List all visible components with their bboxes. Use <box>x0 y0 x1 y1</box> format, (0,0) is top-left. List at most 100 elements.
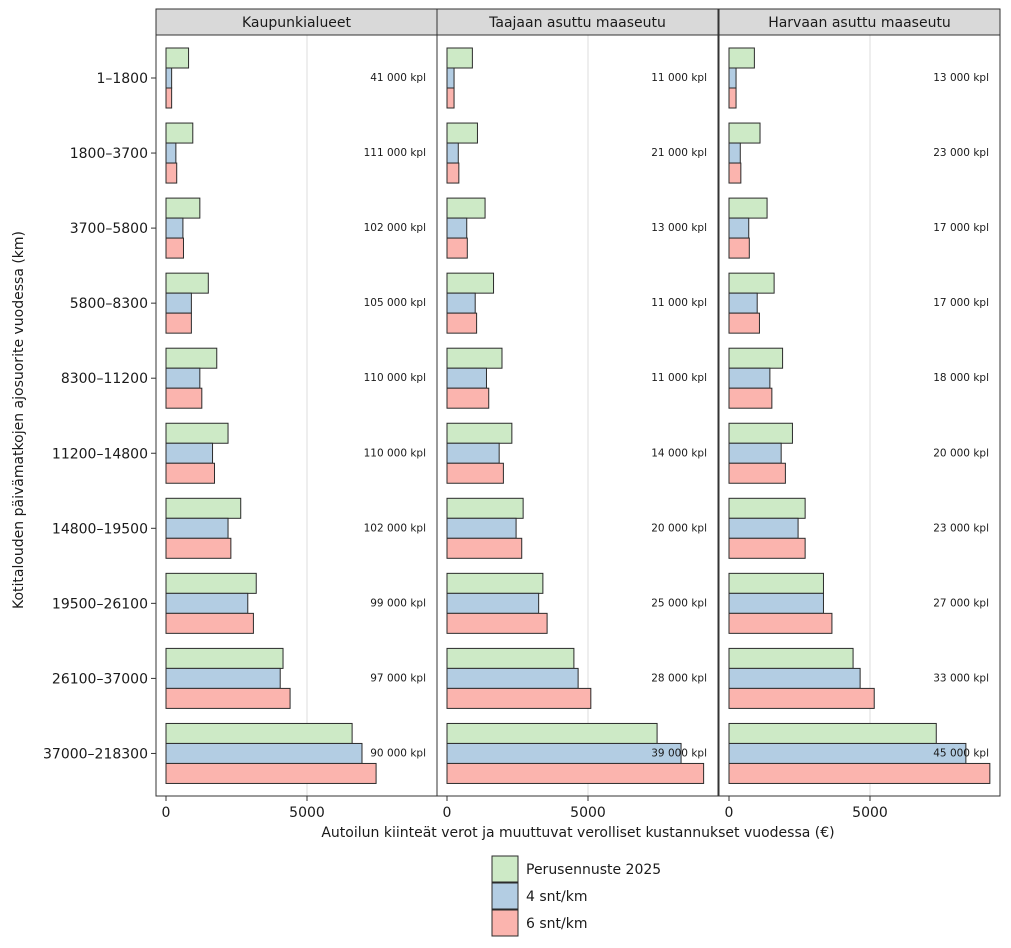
bar <box>446 47 473 69</box>
bar <box>446 272 495 294</box>
count-label: 105 000 kpl <box>364 297 426 309</box>
legend-swatch <box>491 882 519 910</box>
bar <box>446 612 548 634</box>
y-tick-label: 1800–3700 <box>70 146 148 162</box>
bar <box>446 292 476 314</box>
x-tick-label: 5000 <box>289 805 325 821</box>
bar <box>728 497 806 519</box>
count-label: 41 000 kpl <box>370 72 426 84</box>
y-tick-label: 8300–11200 <box>61 371 148 387</box>
x-axis-title: Autoilun kiinteät verot ja muuttuvat ver… <box>321 825 834 841</box>
y-tick-label: 26100–37000 <box>52 671 148 687</box>
bar <box>446 312 478 334</box>
bar <box>728 387 773 409</box>
bar <box>728 742 967 764</box>
bar <box>446 647 575 669</box>
bar <box>165 237 184 259</box>
count-label: 45 000 kpl <box>933 747 989 759</box>
bar <box>165 592 249 614</box>
y-tick-label: 1–1800 <box>96 71 148 87</box>
bar <box>728 762 991 784</box>
bar <box>446 87 455 109</box>
bar <box>165 217 184 239</box>
bar <box>446 387 490 409</box>
bar <box>165 367 201 389</box>
bar <box>165 87 173 109</box>
bar <box>446 572 544 594</box>
bar <box>446 462 504 484</box>
bar <box>165 687 291 709</box>
facet-strip <box>718 8 1001 36</box>
bar <box>165 197 201 219</box>
count-label: 13 000 kpl <box>651 222 707 234</box>
facet-title: Kaupunkialueet <box>242 15 352 31</box>
count-label: 14 000 kpl <box>651 447 707 459</box>
count-label: 13 000 kpl <box>933 72 989 84</box>
bar <box>728 367 771 389</box>
y-tick-label: 37000–218300 <box>43 746 148 762</box>
facet-title: Harvaan asuttu maaseutu <box>768 15 951 31</box>
legend-label: 4 snt/km <box>526 889 587 905</box>
bar <box>446 722 658 744</box>
bar <box>728 667 861 689</box>
panel-border <box>718 34 1001 797</box>
facet-strip <box>155 8 438 36</box>
y-tick-label: 5800–8300 <box>70 296 148 312</box>
x-tick-label: 0 <box>725 805 734 821</box>
bar <box>728 442 782 464</box>
bar <box>728 462 786 484</box>
bar <box>728 687 875 709</box>
bar <box>728 217 750 239</box>
bar <box>728 162 742 184</box>
bar <box>728 292 758 314</box>
bar <box>728 612 833 634</box>
x-tick-label: 5000 <box>852 805 888 821</box>
bar <box>446 497 524 519</box>
bar <box>165 572 257 594</box>
x-tick-label: 0 <box>162 805 171 821</box>
bar <box>446 592 540 614</box>
bar <box>446 142 459 164</box>
bar <box>728 422 793 444</box>
bar <box>165 462 216 484</box>
y-tick-label: 19500–26100 <box>52 596 148 612</box>
count-label: 97 000 kpl <box>370 672 426 684</box>
count-label: 110 000 kpl <box>364 372 426 384</box>
bar <box>165 762 377 784</box>
bar <box>165 67 173 89</box>
bar <box>446 762 705 784</box>
y-tick-label: 14800–19500 <box>52 521 148 537</box>
bar <box>728 722 937 744</box>
bar <box>165 272 209 294</box>
bar <box>728 237 750 259</box>
bar <box>165 647 284 669</box>
legend-label: 6 snt/km <box>526 916 587 932</box>
bar <box>728 592 824 614</box>
bar <box>165 612 254 634</box>
facet-title: Taajaan asuttu maaseutu <box>488 15 666 31</box>
count-label: 20 000 kpl <box>651 522 707 534</box>
bar <box>446 687 592 709</box>
bar <box>165 422 229 444</box>
bar <box>446 162 460 184</box>
bar <box>728 517 799 539</box>
count-label: 111 000 kpl <box>364 147 426 159</box>
bar <box>446 537 523 559</box>
x-tick-label: 0 <box>443 805 452 821</box>
bar <box>165 122 194 144</box>
count-label: 23 000 kpl <box>933 522 989 534</box>
bar <box>728 272 775 294</box>
bar <box>728 142 741 164</box>
legend-swatch <box>491 855 519 883</box>
count-label: 21 000 kpl <box>651 147 707 159</box>
bar <box>728 122 761 144</box>
bar <box>165 442 214 464</box>
bar <box>165 142 177 164</box>
count-label: 39 000 kpl <box>651 747 707 759</box>
bar <box>728 347 784 369</box>
count-label: 102 000 kpl <box>364 222 426 234</box>
panel-border <box>436 34 719 797</box>
bar <box>728 312 760 334</box>
bar <box>728 67 737 89</box>
